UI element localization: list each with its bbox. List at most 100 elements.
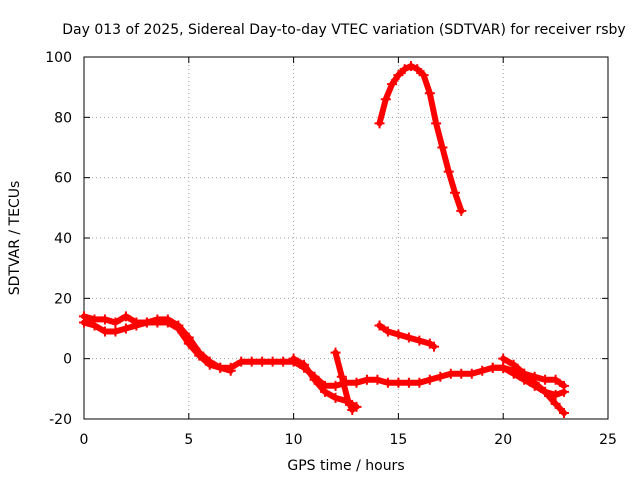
data-point (120, 311, 131, 322)
data-point (508, 368, 519, 379)
data-point (387, 79, 398, 90)
data-point (215, 362, 226, 373)
data-point (393, 70, 404, 81)
data-point (194, 350, 205, 361)
data-point (412, 64, 423, 75)
data-point (236, 356, 247, 367)
series-line (81, 319, 234, 374)
data-point (477, 365, 488, 376)
series-trace-8 (374, 320, 440, 352)
y-tick-label: 60 (54, 171, 72, 187)
data-point (418, 70, 429, 81)
data-point (403, 377, 414, 388)
data-point (558, 407, 569, 418)
data-point (424, 88, 435, 99)
x-tick-label: 0 (80, 432, 89, 448)
data-point (336, 371, 347, 382)
data-point (152, 317, 163, 328)
data-point (330, 347, 341, 358)
data-point (498, 362, 509, 373)
data-point (257, 356, 268, 367)
series-trace-2 (79, 317, 236, 376)
y-tick-label: 40 (54, 231, 72, 247)
data-point (393, 377, 404, 388)
data-point (89, 320, 100, 331)
data-point (405, 61, 416, 72)
data-point (110, 317, 121, 328)
data-point (508, 359, 519, 370)
data-point (443, 166, 454, 177)
data-point (288, 353, 299, 364)
data-point (99, 314, 110, 325)
data-point (487, 362, 498, 373)
data-point (540, 386, 551, 397)
data-point (431, 118, 442, 129)
series-line (81, 313, 567, 389)
data-point (429, 341, 440, 352)
data-point (424, 374, 435, 385)
data-point (372, 374, 383, 385)
x-axis-label: GPS time / hours (287, 458, 404, 474)
data-point (246, 356, 257, 367)
y-axis-label: SDTVAR / TECUs (7, 181, 23, 296)
data-point (99, 326, 110, 337)
y-tick-label: 0 (63, 352, 72, 368)
data-point (320, 386, 331, 397)
data-point (540, 374, 551, 385)
ticks: 0 5 10 15 20 25 -20 0 20 40 60 80 100 (45, 50, 617, 448)
data-point (330, 392, 341, 403)
series-line (332, 349, 356, 413)
data-point (380, 94, 391, 105)
chart-title: Day 013 of 2025, Sidereal Day-to-day VTE… (62, 22, 625, 38)
y-tick-label: -20 (49, 412, 72, 428)
data-point (374, 118, 385, 129)
data-point (361, 374, 372, 385)
y-tick-label: 100 (45, 50, 72, 66)
x-tick-label: 5 (184, 432, 193, 448)
data-point (351, 377, 362, 388)
data-point (519, 374, 530, 385)
data-point (498, 353, 509, 364)
data-point (120, 323, 131, 334)
data-point (204, 359, 215, 370)
data-point (445, 368, 456, 379)
data-point (374, 320, 385, 331)
data-point (382, 377, 393, 388)
data-point (393, 329, 404, 340)
data-point (414, 335, 425, 346)
data-point (382, 326, 393, 337)
y-tick-label: 80 (54, 110, 72, 126)
data-point (330, 380, 341, 391)
data-point (173, 323, 184, 334)
data-point (403, 332, 414, 343)
data-point (79, 317, 89, 328)
x-tick-label: 10 (285, 432, 303, 448)
x-tick-label: 15 (389, 432, 407, 448)
data-point (550, 374, 561, 385)
data-point (550, 398, 561, 409)
data-point (110, 326, 121, 337)
x-tick-label: 25 (599, 432, 617, 448)
data-point (449, 187, 460, 198)
plot-frame (83, 56, 609, 420)
data-point (267, 356, 278, 367)
data-point (162, 317, 173, 328)
series-trace-4 (330, 347, 358, 415)
data-point (529, 380, 540, 391)
data-point (309, 374, 320, 385)
data-point (435, 371, 446, 382)
data-point (225, 365, 236, 376)
data-series (79, 61, 569, 418)
series-trace-7 (374, 61, 467, 216)
data-point (558, 386, 569, 397)
data-point (399, 64, 410, 75)
data-point (183, 338, 194, 349)
data-point (299, 359, 310, 370)
data-point (141, 317, 152, 328)
series-trace-6 (487, 362, 569, 400)
data-point (466, 368, 477, 379)
data-point (131, 320, 142, 331)
data-point (456, 368, 467, 379)
y-tick-label: 20 (54, 291, 72, 307)
